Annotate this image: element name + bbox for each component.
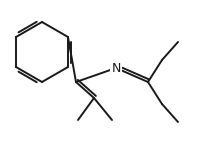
Text: N: N — [111, 61, 121, 75]
